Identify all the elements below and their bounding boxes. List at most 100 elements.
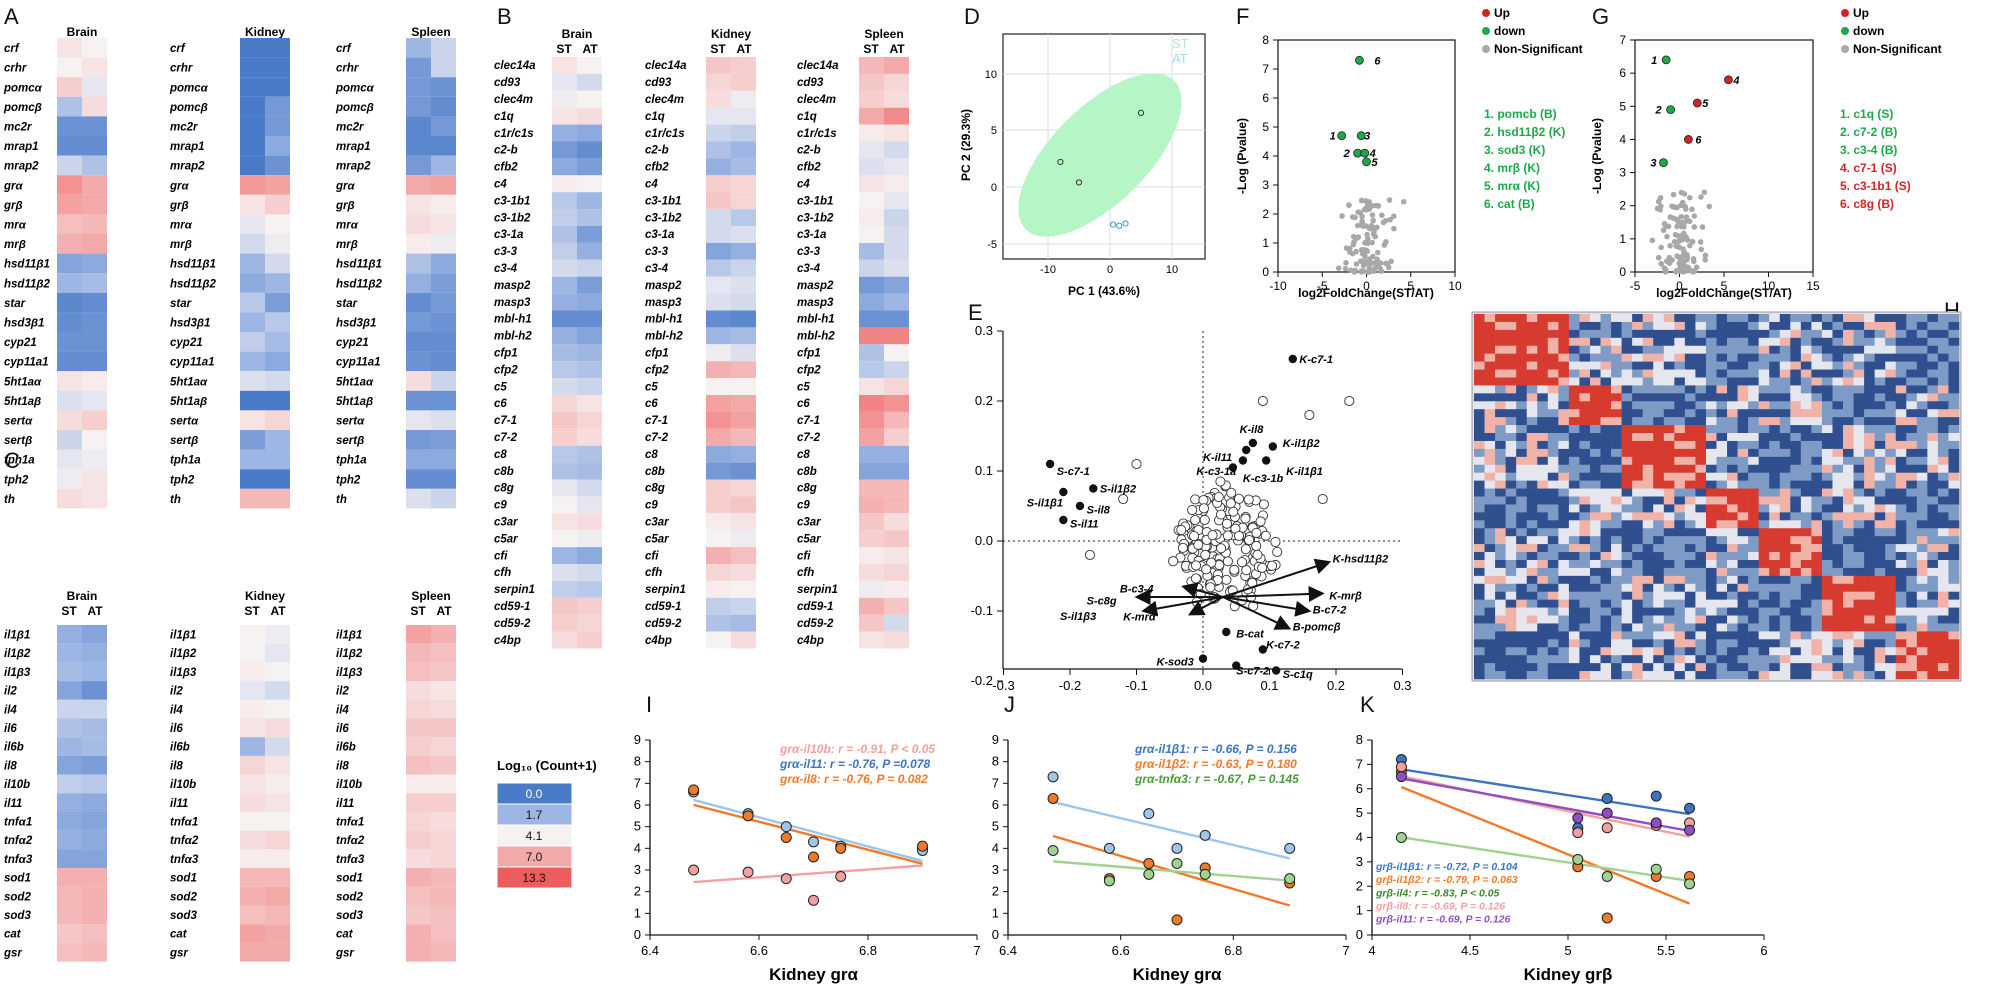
heatmap-cell (406, 57, 431, 78)
gene-label: grα (335, 180, 356, 192)
matrix-cell (1864, 448, 1875, 458)
gene-label: il1β2 (336, 648, 363, 660)
ns-gene-point (1655, 254, 1662, 261)
matrix-cell (1526, 433, 1538, 442)
matrix-cell (1874, 464, 1886, 473)
heatmap-cell (884, 614, 909, 632)
heatmap-cell (265, 755, 290, 775)
matrix-cell (1526, 607, 1538, 616)
matrix-cell (1727, 433, 1738, 442)
gene-label: 5ht1aβ (4, 396, 41, 408)
ns-gene-point (1385, 264, 1392, 271)
matrix-cell (1779, 385, 1791, 394)
matrix-cell (1790, 480, 1802, 489)
data-point (1171, 914, 1183, 926)
matrix-cell (1474, 488, 1485, 497)
heatmap-cell (240, 886, 265, 906)
matrix-cell (1653, 528, 1665, 537)
matrix-cell (1916, 361, 1928, 370)
heatmap-cell (552, 158, 577, 176)
matrix-cell (1705, 552, 1717, 561)
matrix-cell (1779, 440, 1791, 450)
matrix-cell (1811, 655, 1823, 664)
matrix-cell (1642, 607, 1654, 616)
matrix-cell (1874, 496, 1886, 505)
matrix-cell (1653, 567, 1665, 577)
matrix-cell (1653, 647, 1665, 656)
matrix-cell (1558, 440, 1570, 450)
matrix-cell (1790, 369, 1802, 378)
matrix-cell (1906, 623, 1918, 632)
sig-point-label: 2 (1343, 148, 1350, 160)
matrix-cell (1874, 567, 1886, 577)
matrix-cell (1611, 520, 1622, 529)
matrix-cell (1600, 559, 1612, 569)
matrix-cell (1516, 314, 1528, 323)
matrix-cell (1653, 607, 1665, 616)
y-tick: 4 (992, 840, 999, 855)
matrix-cell (1779, 369, 1791, 378)
matrix-cell (1916, 671, 1928, 680)
matrix-cell (1516, 464, 1528, 473)
gene-label: hsd11β1 (336, 259, 382, 271)
matrix-cell (1705, 377, 1717, 386)
heatmap-cell (577, 259, 602, 277)
matrix-cell (1484, 440, 1496, 450)
matrix-cell (1589, 480, 1601, 489)
e-point-label: S-c1q (1283, 669, 1313, 681)
x-tick: 7 (973, 943, 980, 958)
matrix-cell (1769, 433, 1781, 442)
g-legend-ns: Non-Significant (1853, 42, 1942, 56)
matrix-cell (1474, 361, 1485, 370)
heatmap-cell (552, 293, 577, 311)
heatmap-cell (57, 755, 82, 775)
matrix-cell (1632, 401, 1643, 410)
matrix-cell (1927, 409, 1939, 418)
heatmap-cell (57, 312, 82, 332)
ns-gene-point (1682, 206, 1689, 212)
matrix-cell (1495, 361, 1506, 370)
vx-tick: 5 (1407, 279, 1414, 293)
heatmap-cell (552, 57, 577, 74)
matrix-cell (1864, 671, 1875, 680)
matrix-cell (1674, 567, 1686, 577)
gene-label: tph1a (336, 455, 367, 467)
heatmap-cell (859, 259, 884, 277)
matrix-cell (1621, 512, 1633, 521)
matrix-cell (1906, 425, 1918, 434)
matrix-cell (1769, 409, 1781, 418)
heatmap-cell (406, 253, 431, 274)
matrix-cell (1705, 401, 1717, 410)
pca-plot: ST AT -10 0 10 10 5 0 -5 PC 1 (43.6%) PC… (959, 33, 1206, 298)
heatmap-cell (859, 226, 884, 243)
heatmap-cell (406, 812, 431, 831)
matrix-cell (1621, 544, 1633, 553)
matrix-cell (1632, 337, 1643, 347)
matrix-cell (1642, 631, 1654, 640)
heatmap-cell (57, 625, 82, 644)
data-point (1171, 842, 1183, 854)
matrix-cell (1547, 448, 1559, 458)
matrix-cell (1632, 385, 1643, 394)
gene-label: clec4m (797, 94, 836, 106)
ns-gene-point (1663, 223, 1669, 230)
matrix-cell (1674, 321, 1686, 331)
heatmap-cell (577, 411, 602, 429)
matrix-cell (1853, 623, 1865, 632)
matrix-cell (1811, 472, 1823, 481)
matrix-cell (1800, 528, 1812, 537)
matrix-cell (1843, 496, 1854, 505)
matrix-cell (1621, 488, 1633, 497)
matrix-cell (1758, 321, 1770, 331)
heatmap-cell (731, 445, 756, 463)
matrix-cell (1885, 615, 1897, 624)
heatmap-cell (57, 175, 82, 195)
matrix-cell (1695, 623, 1707, 632)
matrix-cell (1948, 671, 1960, 680)
heatmap-cell (265, 410, 290, 430)
matrix-cell (1611, 440, 1622, 450)
x-tick: 5.5 (1657, 943, 1675, 958)
heatmap-cell (859, 547, 884, 564)
heatmap-cell (884, 175, 909, 193)
